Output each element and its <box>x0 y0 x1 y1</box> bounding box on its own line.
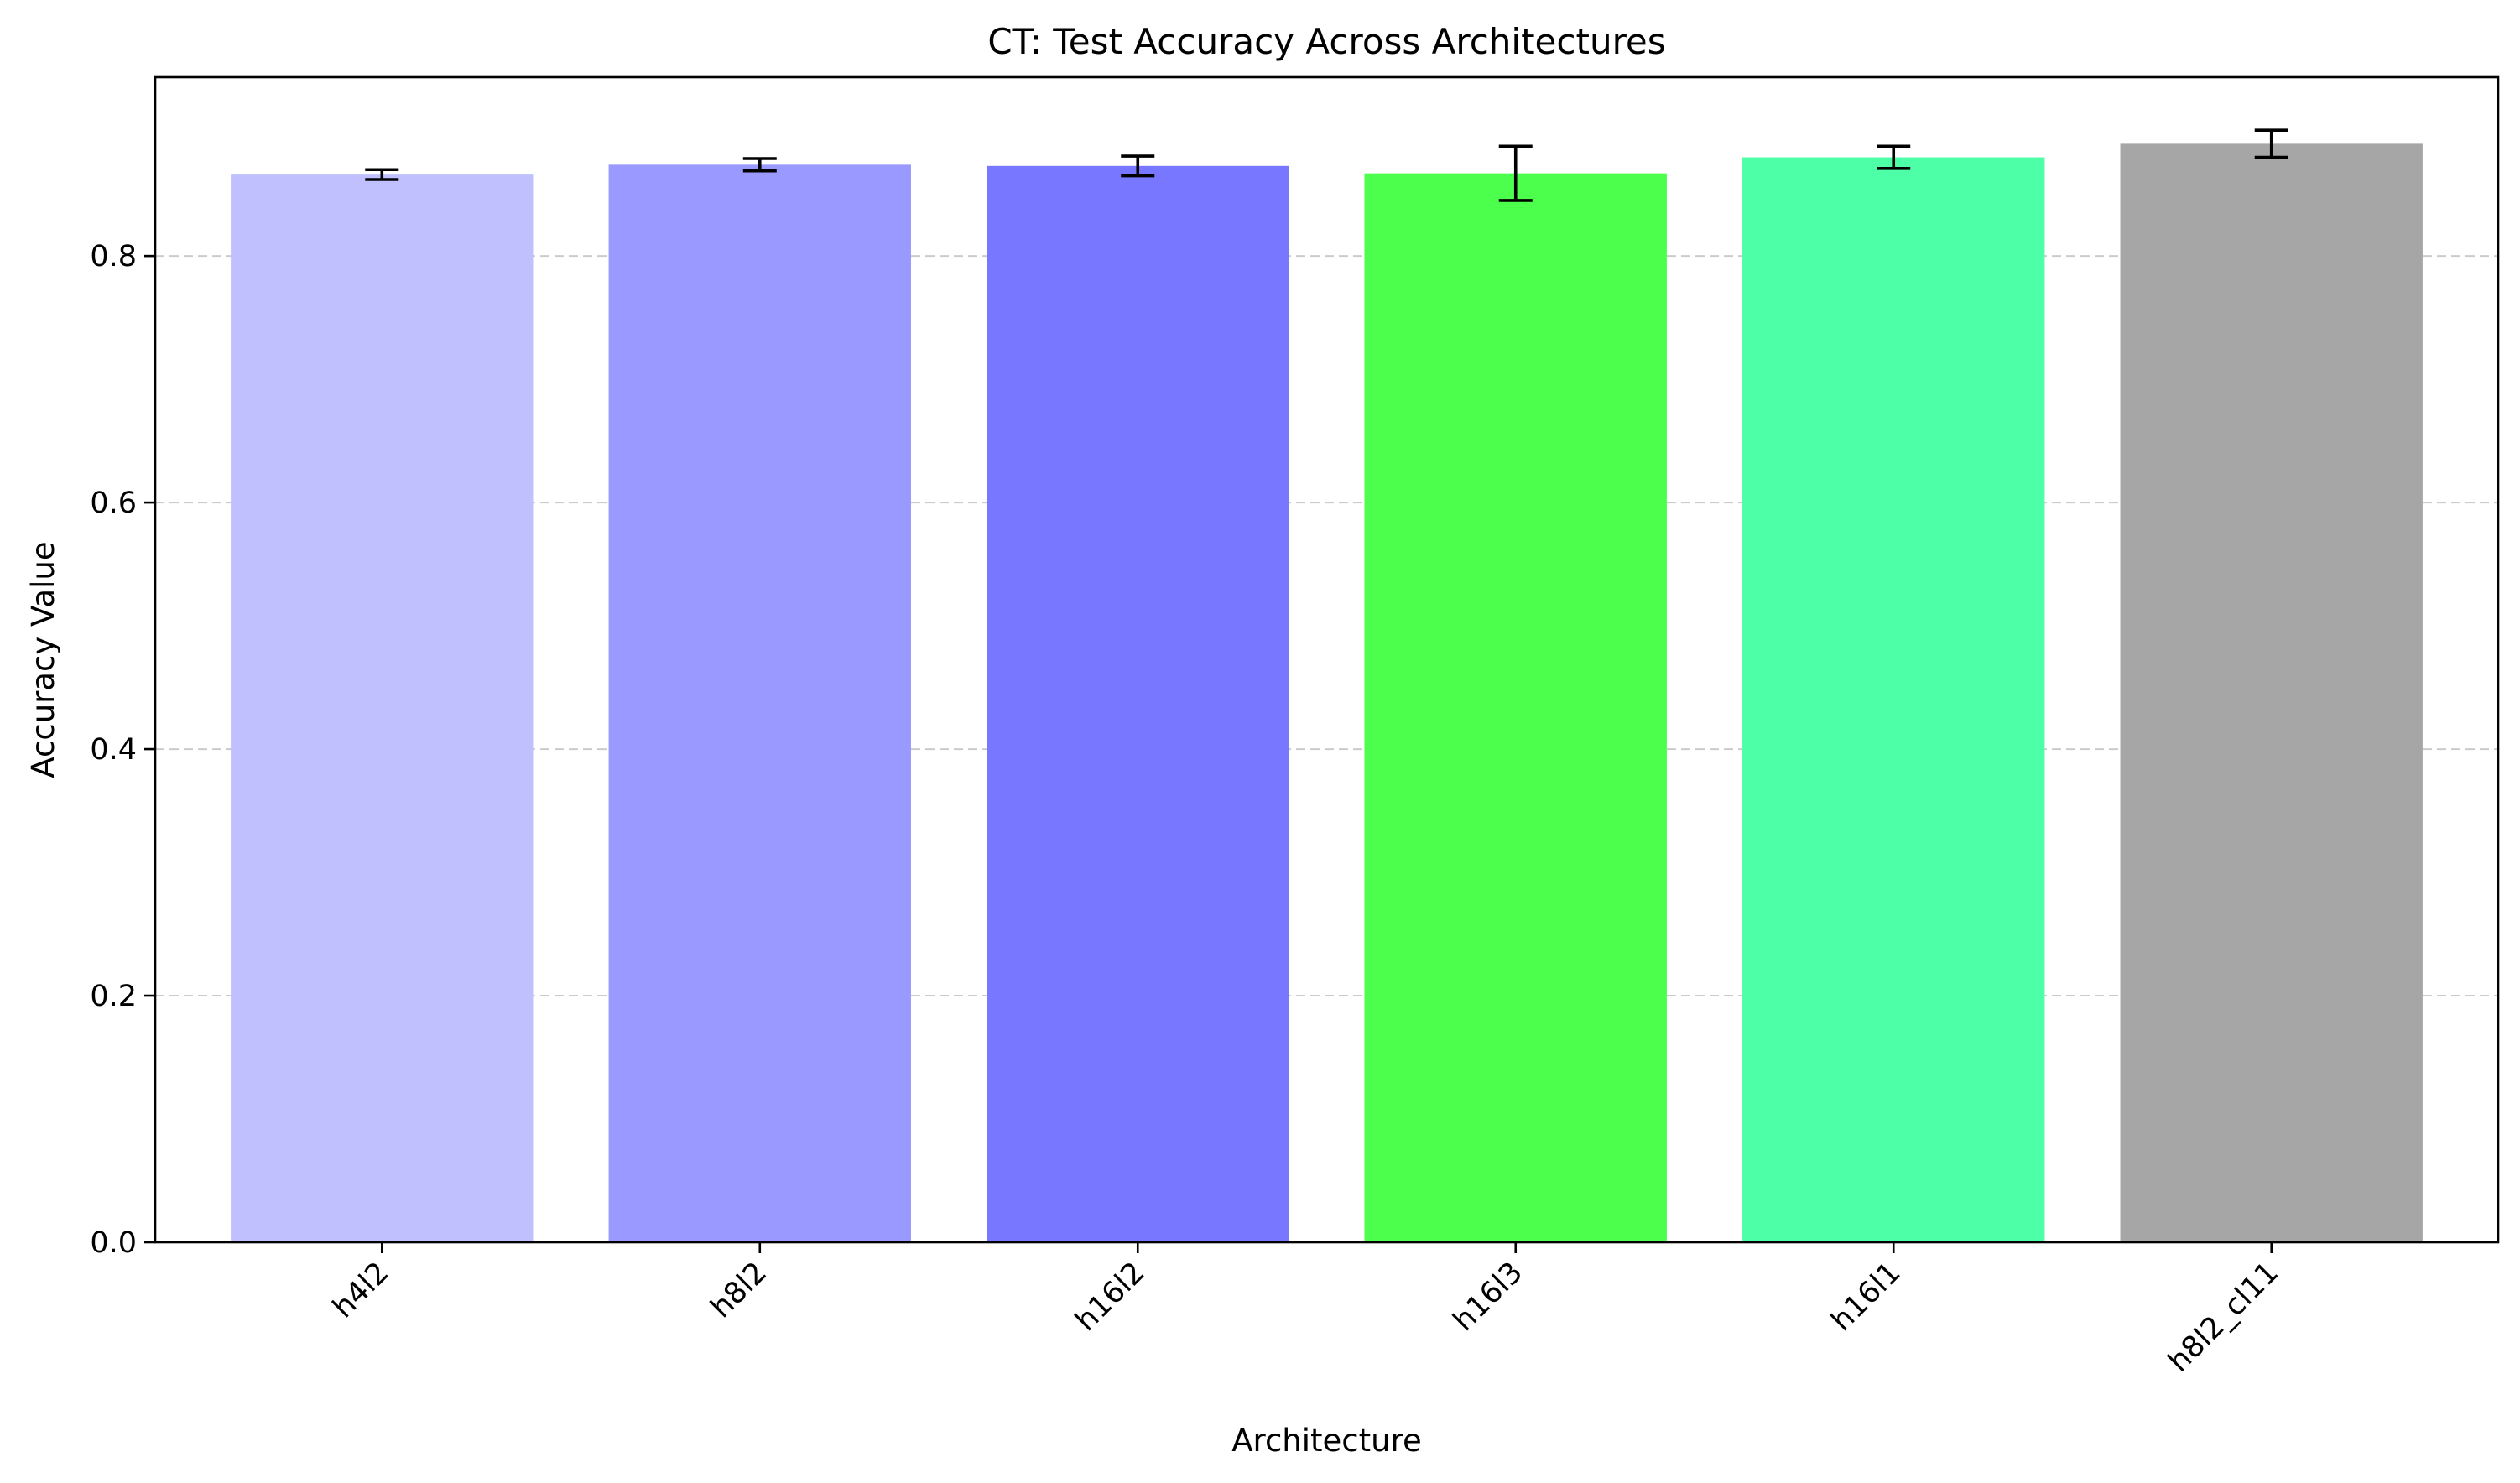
bars <box>231 143 2423 1243</box>
bar-h8l2 <box>608 164 911 1242</box>
y-tick-label: 0.2 <box>90 980 137 1013</box>
bar-h16l3 <box>1364 173 1667 1243</box>
grid-lines <box>155 255 2498 997</box>
x-axis-label: Architecture <box>1231 1423 1422 1459</box>
bar-h8l2_cl11 <box>2120 143 2423 1242</box>
error-bar-h16l2 <box>1121 154 1155 178</box>
x-tick-label: h16l2 <box>1070 1256 1152 1338</box>
y-axis-ticks: 0.0 0.2 0.4 0.6 0.8 <box>90 240 155 1260</box>
y-tick-label: 0.8 <box>90 240 137 273</box>
chart-title: CT: Test Accuracy Across Architectures <box>987 21 1665 62</box>
y-axis-label: Accuracy Value <box>25 541 61 778</box>
error-bar-h16l1 <box>1877 144 1911 170</box>
x-tick-label: h4l2 <box>326 1256 395 1324</box>
y-tick-label: 0.6 <box>90 487 137 520</box>
y-tick-label: 0.4 <box>90 733 137 767</box>
error-bar-h8l2_cl11 <box>2254 128 2288 159</box>
y-tick-label: 0.0 <box>90 1226 137 1260</box>
error-bar-h16l3 <box>1498 144 1533 202</box>
error-bars <box>365 128 2288 202</box>
x-tick-label: h16l1 <box>1825 1256 1908 1338</box>
x-tick-label: h8l2 <box>705 1256 773 1324</box>
bar-h16l2 <box>987 165 1289 1242</box>
bar-h4l2 <box>231 174 534 1243</box>
x-axis-ticks: h4l2 h8l2 h16l2 h16l3 h16l1 h8l2_cl11 <box>326 1242 2285 1379</box>
x-tick-label: h8l2_cl11 <box>2162 1256 2285 1379</box>
error-bar-h8l2 <box>742 157 777 173</box>
bar-h16l1 <box>1742 157 2045 1243</box>
plot-frame <box>154 75 2500 1244</box>
error-bar-h4l2 <box>365 168 399 181</box>
x-tick-label: h16l3 <box>1447 1256 1529 1338</box>
